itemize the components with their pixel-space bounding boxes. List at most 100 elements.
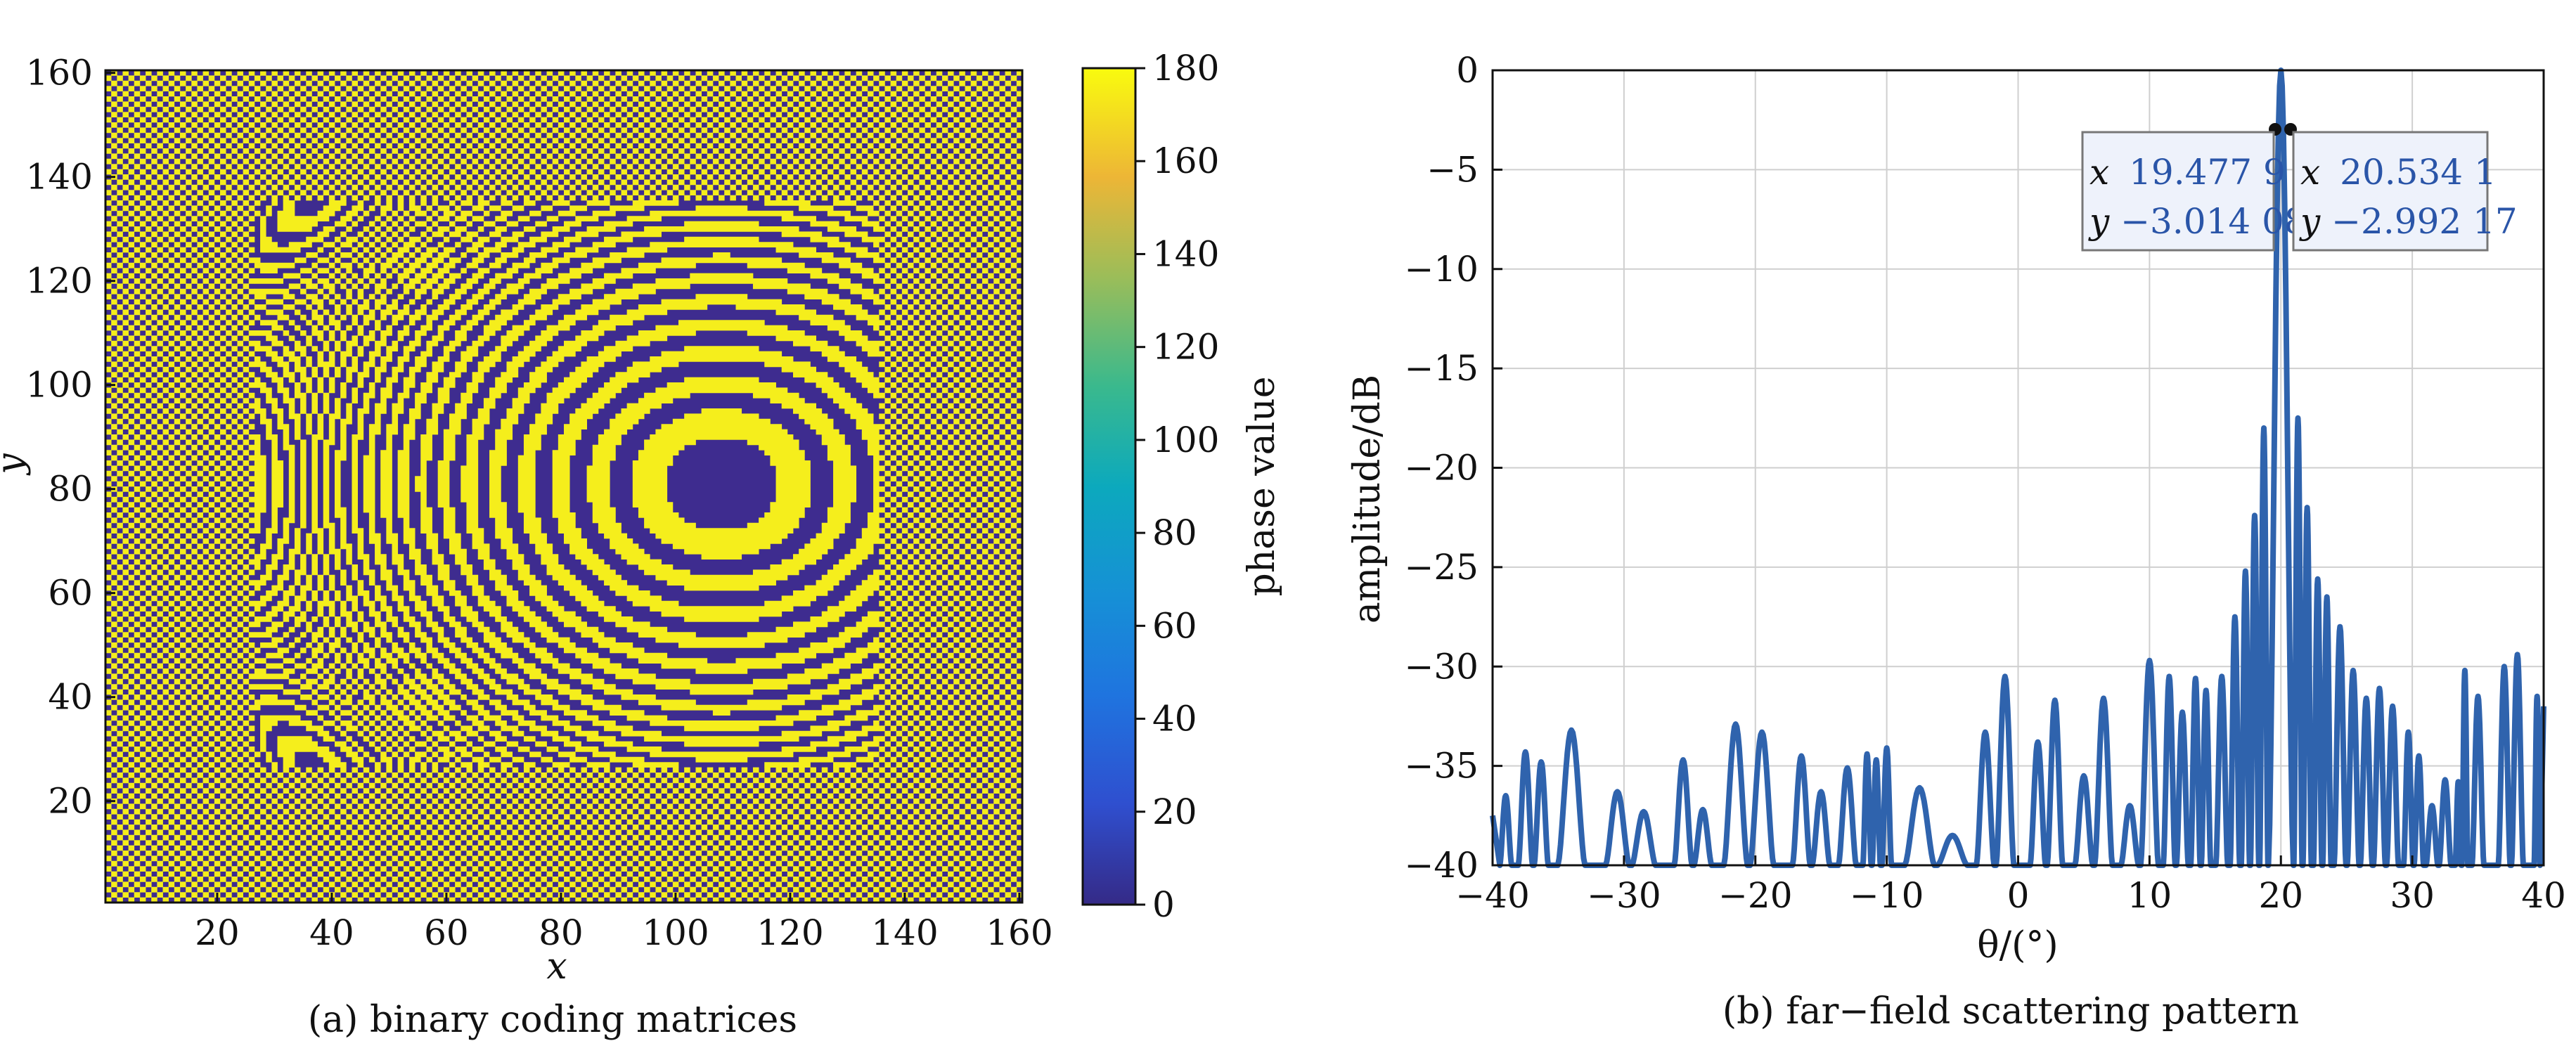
peak-point — [2351, 668, 2355, 673]
peak-point — [1917, 785, 1922, 790]
svg-text:x 19.477 9: x 19.477 9 — [2089, 152, 2286, 193]
peak-point — [2232, 614, 2237, 619]
heatmap-x-tick-label: 20 — [195, 912, 240, 953]
heatmap-checkerboard — [105, 70, 1023, 903]
heatmap-y-axis-label: y — [0, 453, 32, 476]
peak-point — [1799, 754, 1804, 758]
panel-b: −40 −30 −20 −10 0 10 20 30 40 0 −5 −10 −15 −20 −25 −30… — [1346, 50, 2566, 1033]
peak-point — [2127, 803, 2132, 808]
y-tick-label: −35 — [1404, 746, 1479, 787]
peak-point — [1760, 730, 1765, 735]
peak-point — [1733, 722, 1738, 727]
x-tick-label: 0 — [2007, 875, 2030, 916]
datatip-right: x 20.534 1 y −2.992 17 — [2292, 131, 2518, 252]
peak-point — [2305, 505, 2310, 510]
peak-point — [1615, 789, 1620, 794]
peak-point — [2324, 595, 2329, 600]
peak-point — [2338, 624, 2343, 629]
peak-point — [2406, 730, 2411, 735]
peak-point — [2167, 674, 2172, 679]
peak-point — [2243, 569, 2248, 574]
peak-point — [2180, 710, 2185, 715]
peak-point — [2430, 803, 2435, 808]
heatmap-x-ticks: 20 40 60 80 100 120 140 160 — [195, 893, 1053, 953]
heatmap-frame — [104, 69, 1024, 904]
heatmap-y-tick-label: 20 — [48, 781, 93, 822]
heatmap-x-tick-label: 80 — [539, 912, 584, 953]
peak-point — [1874, 758, 1879, 763]
heatmap-y-tick-label: 40 — [48, 677, 93, 718]
heatmap-y-tick-label: 80 — [48, 469, 93, 510]
colorbar-tick-label: 140 — [1152, 233, 1219, 274]
heatmap-x-axis-label: x — [546, 945, 567, 988]
peak-point — [2501, 664, 2506, 669]
colorbar-tick-label: 20 — [1152, 791, 1197, 832]
peak-point — [2002, 674, 2007, 679]
caption-b: (b) far−field scattering pattern — [1722, 990, 2299, 1033]
x-ticks: −40 −30 −20 −10 0 10 20 30 40 — [1455, 855, 2566, 916]
y-tick-label: −20 — [1404, 448, 1479, 489]
peak-point — [2364, 696, 2369, 701]
y-axis-label: amplitude/dB — [1346, 375, 1389, 623]
peak-point — [1523, 749, 1528, 754]
heatmap-y-tick-label: 60 — [48, 573, 93, 614]
peak-point — [1539, 760, 1544, 764]
datatip-left-x-key: x — [2089, 152, 2109, 193]
peak-point — [2252, 513, 2257, 518]
peak-point — [2442, 777, 2447, 782]
datatip-left: x 19.477 9 y −3.014 08 — [2081, 131, 2307, 252]
peak-point — [2535, 694, 2539, 699]
y-tick-label: −30 — [1404, 646, 1479, 687]
datatip-right-y-value: −2.992 17 — [2331, 201, 2518, 242]
peak-point — [2377, 686, 2382, 691]
peak-point — [1569, 728, 1574, 732]
heatmap-x-tick-label: 140 — [871, 912, 938, 953]
x-tick-label: −30 — [1587, 875, 1661, 916]
svg-text:y −2.992 17: y −2.992 17 — [2299, 201, 2518, 242]
heatmap-y-tick-label: 100 — [26, 365, 93, 406]
peak-point — [1950, 833, 1955, 838]
peak-point — [2456, 780, 2461, 784]
peak-point — [2147, 658, 2152, 663]
peak-point — [1819, 789, 1824, 794]
peak-point — [2462, 668, 2467, 673]
datatip-left-x-value: 19.477 9 — [2129, 152, 2286, 193]
x-tick-label: −40 — [1455, 875, 1530, 916]
peak-point — [2390, 704, 2395, 709]
colorbar-tick-label: 100 — [1152, 420, 1219, 460]
heatmap-y-tick-label: 160 — [26, 53, 93, 93]
heatmap-x-tick-label: 100 — [642, 912, 709, 953]
svg-text:y −3.014 08: y −3.014 08 — [2088, 201, 2307, 242]
colorbar-ticks: 0 20 40 60 80 100 120 140 160 180 — [1135, 48, 1219, 925]
x-tick-label: 20 — [2258, 875, 2303, 916]
svg-text:x 20.534 1: x 20.534 1 — [2300, 152, 2497, 193]
datatip-left-y-value: −3.014 08 — [2120, 201, 2307, 242]
y-tick-label: −10 — [1404, 249, 1479, 290]
y-tick-label: −15 — [1404, 348, 1479, 389]
peak-point — [2262, 426, 2266, 430]
caption-a: (a) binary coding matrices — [308, 999, 797, 1041]
peak-point — [1701, 807, 1705, 812]
peak-point — [2295, 415, 2300, 420]
peak-point — [2416, 754, 2421, 758]
peak-point — [2515, 652, 2520, 657]
datatip-right-y-key: y — [2299, 201, 2321, 242]
peak-point — [1503, 794, 1508, 798]
peak-point — [2315, 576, 2320, 581]
heatmap-x-tick-label: 160 — [986, 912, 1052, 953]
peak-point — [2101, 696, 2106, 701]
peak-point — [2203, 688, 2208, 693]
colorbar — [1081, 67, 1137, 906]
x-tick-label: 40 — [2521, 875, 2566, 916]
y-ticks: 0 −5 −10 −15 −20 −25 −30 −35 −40 — [1404, 50, 1502, 886]
heatmap-y-tick-label: 140 — [26, 157, 93, 198]
heatmap-x-tick-label: 40 — [309, 912, 354, 953]
peak-point — [2193, 676, 2198, 681]
peak-point — [2475, 694, 2480, 699]
heatmap-y-tick-label: 120 — [26, 261, 93, 302]
peak-point — [1983, 730, 1988, 735]
colorbar-tick-label: 80 — [1152, 512, 1197, 553]
heatmap-y-ticks: 20 40 60 80 100 120 140 160 — [26, 53, 115, 822]
x-tick-label: −20 — [1718, 875, 1793, 916]
